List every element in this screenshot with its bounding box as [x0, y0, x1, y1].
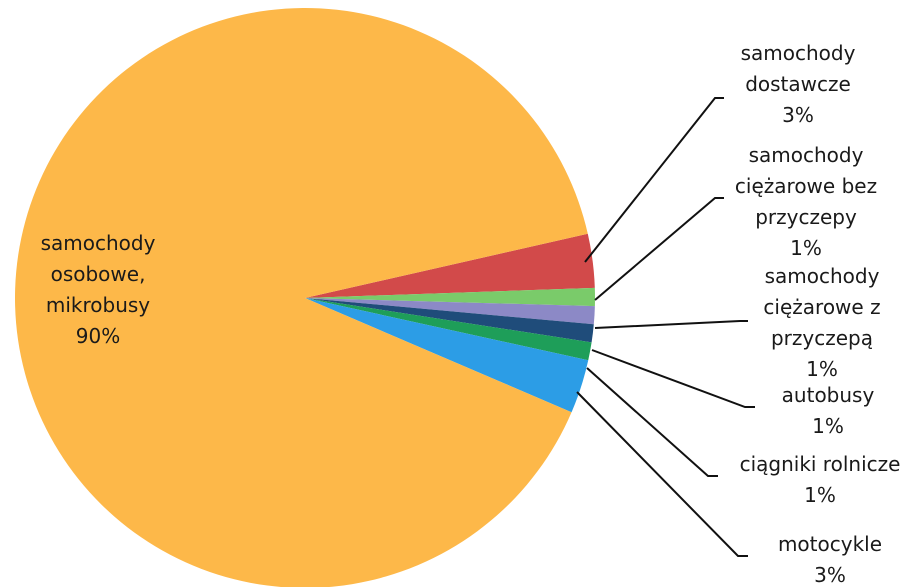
slice-label-2-line-1: ciężarowe bez: [735, 174, 877, 198]
leader-lines: [576, 97, 755, 557]
slice-label-1-line-2: 3%: [782, 103, 814, 127]
leader-line-5: [586, 367, 718, 477]
pie-slice-4: [305, 298, 594, 343]
slice-label-3-line-2: przyczepą: [771, 326, 873, 350]
pie-slice-3: [305, 298, 595, 325]
slice-label-5-line-1: 1%: [804, 483, 836, 507]
pie-slice-2: [305, 287, 595, 307]
slice-label-0-line-2: mikrobusy: [46, 293, 150, 317]
slice-label-3-line-3: 1%: [806, 357, 838, 381]
slice-label-6-line-0: motocykle: [778, 532, 882, 556]
slice-label-1-line-0: samochody: [741, 41, 856, 65]
pie-slice-1: [305, 233, 595, 298]
slice-label-5-line-0: ciągniki rolnicze: [740, 452, 901, 476]
slice-label-3-line-0: samochody: [765, 264, 880, 288]
slice-label-0-line-0: samochody: [41, 231, 156, 255]
pie-slice-5: [305, 298, 592, 361]
slice-label-1-line-1: dostawcze: [745, 72, 851, 96]
leader-line-3: [594, 320, 748, 329]
slice-label-3-line-1: ciężarowe z: [763, 295, 880, 319]
slice-label-2-line-0: samochody: [749, 143, 864, 167]
pie-slices: [15, 8, 595, 587]
slice-label-4-line-0: autobusy: [782, 383, 875, 407]
slice-label-6-line-1: 3%: [814, 563, 846, 587]
slice-label-0-line-3: 90%: [76, 324, 120, 348]
pie-slice-6: [305, 298, 589, 413]
slice-labels: samochody osobowe, mikrobusy 90% samochody do…: [41, 41, 901, 587]
leader-line-6: [576, 391, 748, 557]
slice-label-4-line-1: 1%: [812, 414, 844, 438]
slice-label-2-line-3: 1%: [790, 236, 822, 260]
slice-label-0-line-1: osobowe,: [51, 262, 146, 286]
leader-line-2: [594, 197, 724, 301]
pie-slice-0: [15, 8, 588, 587]
slice-label-2-line-2: przyczepy: [755, 205, 857, 229]
leader-line-4: [591, 349, 755, 408]
leader-line-1: [584, 97, 724, 263]
